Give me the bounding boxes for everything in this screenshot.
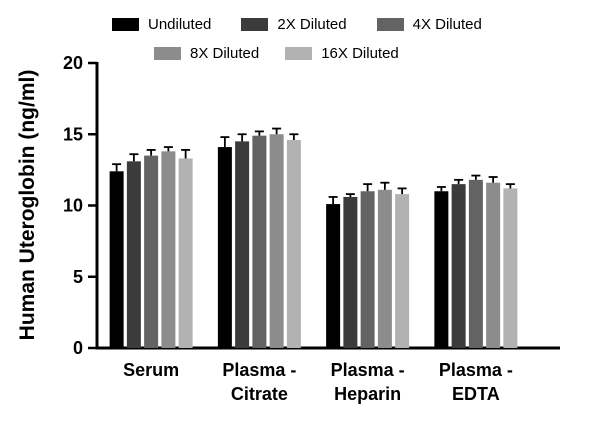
bar [269, 134, 284, 348]
legend-label-undiluted: Undiluted [148, 16, 212, 33]
y-tick-label: 20 [63, 53, 83, 73]
legend-swatch-16x-diluted [285, 47, 313, 60]
y-tick-label: 0 [73, 338, 83, 358]
y-tick-label: 15 [63, 124, 83, 144]
bar [468, 179, 483, 348]
bar [126, 161, 141, 348]
bar [326, 204, 341, 348]
bar [109, 171, 124, 348]
bar [377, 189, 392, 348]
legend-item-8x-diluted: 8X Diluted [154, 45, 259, 62]
bar [486, 182, 501, 348]
legend-label-8x-diluted: 8X Diluted [190, 45, 260, 62]
x-category-label: Citrate [231, 384, 288, 404]
x-category-label: EDTA [452, 384, 500, 404]
bar [451, 184, 466, 348]
bar [434, 191, 449, 348]
y-axis-title: Human Uteroglobin (ng/ml) [16, 69, 39, 341]
legend-label-16x-diluted: 16X Diluted [321, 45, 399, 62]
x-category-label: Plasma - [331, 360, 405, 380]
x-category-label: Serum [123, 360, 179, 380]
bar [144, 155, 159, 348]
legend-item-16x-diluted: 16X Diluted [285, 45, 399, 62]
bar [395, 194, 410, 348]
legend-swatch-4x-diluted [376, 18, 404, 31]
bar [217, 147, 232, 348]
bar [286, 139, 301, 348]
legend-row-2: 8X Diluted 16X Diluted [154, 45, 482, 62]
bar [161, 151, 176, 348]
y-tick-label: 5 [73, 267, 83, 287]
bar [360, 191, 375, 348]
legend-swatch-8x-diluted [154, 47, 181, 60]
bar [252, 135, 267, 348]
x-category-label: Plasma - [439, 360, 513, 380]
bar [178, 158, 193, 348]
y-tick-label: 10 [63, 196, 83, 216]
legend-swatch-2x-diluted [241, 18, 269, 31]
legend-row-1: Undiluted 2X Diluted 4X Diluted [112, 16, 482, 33]
legend-item-4x-diluted: 4X Diluted [376, 16, 482, 33]
x-category-label: Heparin [334, 384, 401, 404]
legend-item-undiluted: Undiluted [112, 16, 211, 33]
bar [343, 196, 358, 348]
bar [235, 141, 250, 348]
legend-label-4x-diluted: 4X Diluted [412, 16, 482, 33]
x-category-label: Plasma - [222, 360, 296, 380]
legend-item-2x-diluted: 2X Diluted [241, 16, 347, 33]
legend-swatch-undiluted [112, 18, 139, 31]
legend: Undiluted 2X Diluted 4X Diluted 8X Dilut… [112, 16, 482, 62]
legend-label-2x-diluted: 2X Diluted [277, 16, 347, 33]
bar [503, 188, 518, 348]
